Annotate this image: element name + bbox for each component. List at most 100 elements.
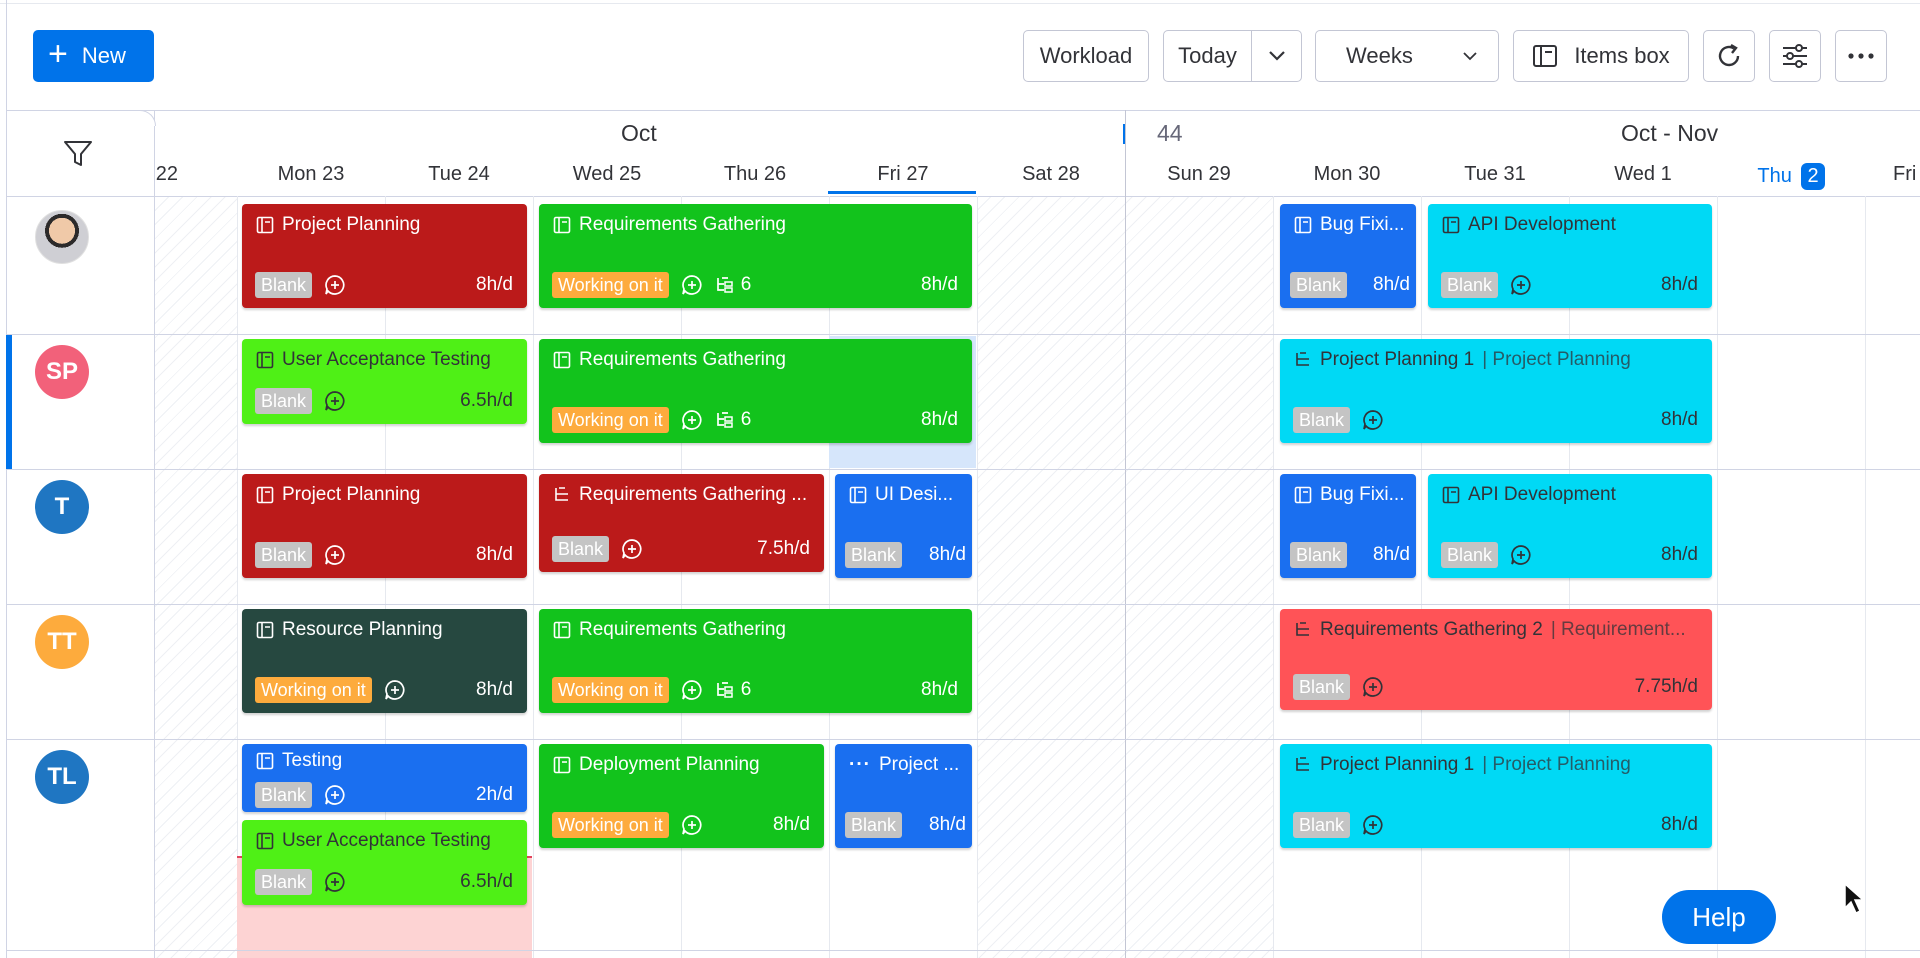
avatar[interactable]: SP: [35, 345, 89, 399]
status-badge[interactable]: Blank: [255, 869, 313, 895]
add-update-icon[interactable]: [681, 274, 703, 296]
add-update-icon[interactable]: [681, 814, 703, 836]
task-card[interactable]: API Development Blank 8h/d: [1428, 204, 1712, 308]
refresh-button[interactable]: [1703, 30, 1755, 82]
add-update-icon[interactable]: [1362, 814, 1384, 836]
status-badge[interactable]: Working on it: [552, 677, 669, 703]
task-card[interactable]: Requirements Gathering Working on it 6 8h/d: [539, 609, 972, 713]
add-update-icon[interactable]: [1510, 274, 1532, 296]
add-update-icon[interactable]: [621, 538, 643, 560]
add-update-icon[interactable]: [681, 679, 703, 701]
task-card[interactable]: Requirements Gathering Working on it 6 8h/d: [539, 339, 972, 443]
day-header[interactable]: Wed 1: [1569, 163, 1717, 186]
add-update-icon[interactable]: [324, 784, 346, 806]
status-badge[interactable]: Blank: [1441, 542, 1499, 568]
task-card[interactable]: Requirements Gathering Working on it 6 8h/d: [539, 204, 972, 308]
task-card[interactable]: ··· Project ... Blank 8h/d: [835, 744, 972, 848]
status-badge[interactable]: Working on it: [552, 812, 669, 838]
task-name: Requirements Gathering: [579, 619, 786, 640]
task-card[interactable]: Project Planning 1 | Project Planning Blan…: [1280, 339, 1712, 443]
task-name: User Acceptance Testing: [282, 830, 491, 851]
day-header[interactable]: Fri 27: [829, 163, 977, 186]
hours-per-day: 8h/d: [476, 679, 513, 700]
add-update-icon[interactable]: [384, 679, 406, 701]
filter-icon[interactable]: [62, 138, 94, 170]
day-number: 31: [1503, 163, 1526, 185]
task-card[interactable]: User Acceptance Testing Blank 6.5h/d: [242, 820, 527, 905]
day-header[interactable]: Thu 26: [681, 163, 829, 186]
status-badge[interactable]: Working on it: [552, 272, 669, 298]
status-badge[interactable]: Blank: [845, 812, 903, 838]
today-button[interactable]: Today: [1163, 30, 1252, 82]
day-header[interactable]: Sat 28: [977, 163, 1125, 186]
status-badge[interactable]: Working on it: [552, 407, 669, 433]
status-badge[interactable]: Blank: [255, 272, 313, 298]
day-header[interactable]: Sun 29: [1125, 163, 1273, 186]
avatar[interactable]: T: [35, 480, 89, 534]
task-card[interactable]: Bug Fixi... Blank 8h/d: [1280, 474, 1416, 578]
status-badge[interactable]: Blank: [255, 542, 313, 568]
task-card[interactable]: Requirements Gathering ... Blank 7.5h/d: [539, 474, 824, 572]
items-box-button[interactable]: Items box: [1513, 30, 1689, 82]
status-badge[interactable]: Blank: [1441, 272, 1499, 298]
hours-per-day: 8h/d: [476, 274, 513, 295]
task-card[interactable]: Project Planning 1 | Project Planning Blan…: [1280, 744, 1712, 848]
header-bottom-line: [6, 196, 1920, 197]
new-button[interactable]: + New: [33, 30, 154, 82]
day-header[interactable]: Mon 30: [1273, 163, 1421, 186]
avatar[interactable]: TL: [35, 750, 89, 804]
task-card[interactable]: API Development Blank 8h/d: [1428, 474, 1712, 578]
add-update-icon[interactable]: [324, 274, 346, 296]
help-button[interactable]: Help: [1662, 890, 1776, 944]
status-badge[interactable]: Blank: [845, 542, 903, 568]
weeks-dropdown[interactable]: Weeks: [1315, 30, 1499, 82]
task-card[interactable]: User Acceptance Testing Blank 6.5h/d: [242, 339, 527, 424]
more-options-button[interactable]: [1835, 30, 1887, 82]
day-header[interactable]: Mon 23: [237, 163, 385, 186]
task-card[interactable]: Bug Fixi... Blank 8h/d: [1280, 204, 1416, 308]
status-badge[interactable]: Blank: [1290, 272, 1348, 298]
day-header[interactable]: Thu 2: [1717, 163, 1865, 190]
add-update-icon[interactable]: [1362, 676, 1384, 698]
task-card[interactable]: Requirements Gathering 2 | Requirement...…: [1280, 609, 1712, 710]
settings-button[interactable]: [1769, 30, 1821, 82]
add-update-icon[interactable]: [324, 544, 346, 566]
subitems-icon: [716, 412, 733, 428]
avatar[interactable]: [35, 210, 89, 264]
day-header[interactable]: 22: [90, 163, 178, 186]
workload-button[interactable]: Workload: [1023, 30, 1149, 82]
status-badge[interactable]: Working on it: [255, 677, 372, 703]
add-update-icon[interactable]: [324, 871, 346, 893]
task-card[interactable]: UI Desi... Blank 8h/d: [835, 474, 972, 578]
task-card-footer: Working on it 8h/d: [255, 677, 513, 703]
day-header[interactable]: Tue 31: [1421, 163, 1569, 186]
add-update-icon[interactable]: [681, 409, 703, 431]
task-card[interactable]: Deployment Planning Working on it 8h/d: [539, 744, 824, 848]
add-update-icon[interactable]: [324, 390, 346, 412]
status-badge[interactable]: Blank: [552, 536, 610, 562]
task-card[interactable]: Testing Blank 2h/d: [242, 744, 527, 812]
add-update-icon[interactable]: [1362, 409, 1384, 431]
subitems-count[interactable]: 6: [715, 409, 751, 431]
day-header[interactable]: Wed 25: [533, 163, 681, 186]
add-update-icon[interactable]: [1510, 544, 1532, 566]
day-header[interactable]: Fri: [1893, 163, 1920, 186]
status-badge[interactable]: Blank: [1290, 542, 1348, 568]
task-card[interactable]: Project Planning Blank 8h/d: [242, 474, 527, 578]
subitems-count[interactable]: 6: [715, 679, 751, 701]
status-badge[interactable]: Blank: [1293, 812, 1351, 838]
task-card[interactable]: Resource Planning Working on it 8h/d: [242, 609, 527, 713]
status-badge[interactable]: Blank: [1293, 674, 1351, 700]
day-number: 24: [467, 163, 490, 185]
status-badge[interactable]: Blank: [255, 388, 313, 414]
status-badge[interactable]: Blank: [1293, 407, 1351, 433]
day-name: Fri: [877, 163, 901, 185]
status-badge[interactable]: Blank: [255, 782, 313, 808]
avatar[interactable]: TT: [35, 615, 89, 669]
task-card[interactable]: Project Planning Blank 8h/d: [242, 204, 527, 308]
day-header[interactable]: Tue 24: [385, 163, 533, 186]
task-card-title: Project Planning 1 | Project Planning: [1294, 349, 1702, 371]
more-horizontal-icon[interactable]: ···: [849, 754, 871, 775]
subitems-count[interactable]: 6: [715, 274, 751, 296]
today-dropdown-button[interactable]: [1251, 30, 1302, 82]
